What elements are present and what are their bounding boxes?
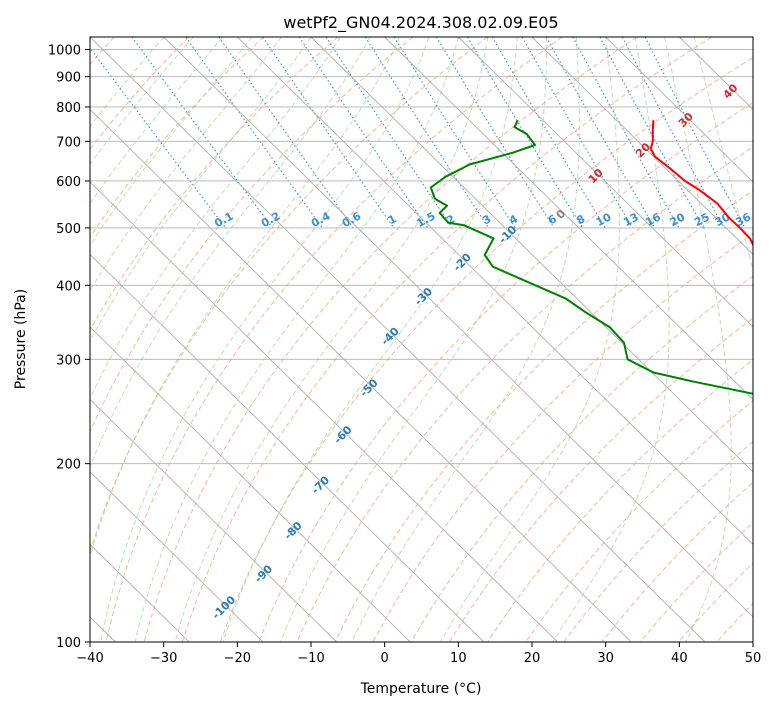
dry-adiabat-line	[258, 101, 753, 642]
mixing-ratio-line	[325, 37, 453, 229]
moist-adiabat-line	[134, 37, 459, 642]
isotherms	[90, 37, 753, 642]
mixing-ratio-label: 10	[594, 210, 614, 229]
isotherm-line	[458, 37, 753, 328]
mixing-ratio-line	[364, 37, 490, 229]
isotherm-line	[90, 253, 485, 642]
mixing-ratio-line	[545, 37, 656, 229]
isotherm-line	[90, 398, 337, 642]
dry-adiabat-line	[90, 37, 339, 332]
x-tick-label: −40	[76, 651, 103, 666]
mixing-ratio-lines	[90, 37, 746, 229]
isotherm-line	[90, 181, 558, 642]
moist-adiabat-line	[100, 37, 430, 642]
y-tick-label: 200	[56, 458, 81, 473]
moist-adiabat-line	[174, 37, 489, 642]
mixing-ratio-line	[467, 37, 584, 229]
dry-adiabat-line	[143, 37, 638, 642]
dry-adiabat-line	[487, 358, 753, 642]
y-tick-label: 600	[56, 175, 81, 190]
dry-adiabat-line	[372, 232, 753, 642]
isotherm-line	[310, 37, 753, 473]
y-tick-label: 500	[56, 222, 81, 237]
dry-adiabat-line	[181, 37, 712, 642]
mixing-ratio-line	[131, 37, 273, 229]
y-tick-label: 300	[56, 353, 81, 368]
mixing-ratio-line	[435, 37, 555, 229]
isotherm-line	[163, 37, 753, 618]
isotherm-line	[90, 471, 264, 642]
isotherm-line	[531, 37, 753, 256]
y-tick-label: 1000	[48, 44, 81, 59]
isotherm-line	[384, 37, 753, 401]
isotherm-line	[237, 37, 753, 545]
pressure-gridlines	[90, 49, 753, 642]
isotherm-line	[90, 108, 632, 642]
mixing-ratio-line	[185, 37, 323, 229]
x-tick-label: 10	[450, 651, 467, 666]
x-tick-label: −10	[297, 651, 324, 666]
moist-adiabat-line	[90, 37, 400, 559]
x-tick-label: −30	[150, 651, 177, 666]
moist-adiabat-line	[222, 37, 518, 642]
isotherm-line	[605, 37, 753, 183]
profiles	[429, 119, 753, 395]
dry-adiabat-line	[90, 37, 264, 239]
y-tick-label: 900	[56, 71, 81, 86]
mixing-ratio-label: 25	[692, 210, 712, 229]
mixing-ratio-line	[621, 37, 725, 229]
mixing-ratio-line	[218, 37, 354, 229]
y-tick-label: 400	[56, 279, 81, 294]
y-tick-label: 800	[56, 101, 81, 116]
moist-adiabat-line	[90, 37, 371, 469]
moist-adiabat-line	[693, 37, 753, 272]
moist-adiabat-line	[440, 37, 620, 642]
dry-adiabat-line	[90, 37, 190, 151]
isotherm-line	[90, 326, 411, 642]
dry-adiabat-line	[448, 317, 753, 642]
mixing-ratio-line	[262, 37, 395, 229]
mixing-ratio-label: 13	[621, 210, 641, 229]
x-tick-label: 50	[745, 651, 762, 666]
mixing-ratio-line	[90, 47, 227, 229]
mixing-ratio-line	[298, 37, 429, 229]
mixing-ratio-label: 36	[733, 210, 753, 229]
x-axis: −40 −30 −20 −10 0 10 20 30 40 50	[76, 642, 761, 666]
chart-title: wetPf2_GN04.2024.308.02.09.E05	[283, 13, 558, 33]
mixing-ratio-line	[572, 37, 680, 229]
mixing-ratio-label: 20	[668, 210, 688, 229]
x-tick-label: 40	[671, 651, 688, 666]
x-tick-label: 20	[524, 651, 541, 666]
x-tick-label: 0	[381, 651, 389, 666]
isotherm-line	[90, 37, 706, 642]
dry-adiabat-line	[90, 37, 488, 554]
x-tick-label: 30	[597, 651, 614, 666]
temperature-profile-line	[649, 120, 753, 248]
dry-adiabat-line	[105, 37, 563, 642]
dry-adiabat-line	[219, 56, 753, 642]
plot-frame	[89, 36, 754, 643]
y-tick-label: 700	[56, 135, 81, 150]
moist-adiabat-line	[552, 37, 670, 642]
mixing-ratio-line	[393, 37, 516, 229]
dewpoint-profile-line	[429, 119, 753, 395]
x-tick-label: −20	[224, 651, 251, 666]
y-axis: 100 200 300 400 500 600 700 800 900 1000	[48, 44, 90, 651]
y-axis-label: Pressure (hPa)	[13, 289, 29, 389]
moist-adiabat-line	[664, 37, 732, 642]
moist-adiabats	[90, 37, 753, 642]
y-tick-label: 100	[56, 636, 81, 651]
plot-area: 0.1 0.2 0.4 0.6 1 1.5 2 3 4 6 8 10 13 16 20 25 30 36-100-…	[90, 37, 753, 642]
mixing-ratio-line	[599, 37, 705, 229]
mixing-ratio-label: 16	[643, 210, 663, 229]
x-axis-label: Temperature (°C)	[360, 681, 482, 697]
moist-adiabat-line	[351, 37, 580, 642]
